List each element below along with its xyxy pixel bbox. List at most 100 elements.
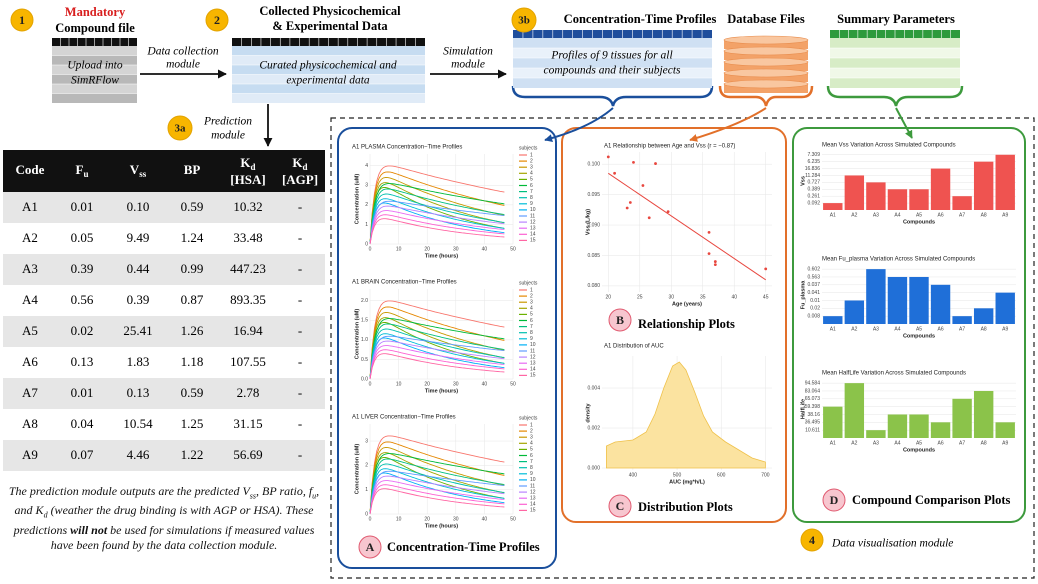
profile-curve xyxy=(369,345,505,380)
plot-title: A1 BRAIN Concentration−Time Profiles xyxy=(352,280,457,286)
x-tick-label: 45 xyxy=(763,294,769,300)
step-title: Database Files xyxy=(727,12,805,26)
y-tick-label: 0.000 xyxy=(587,465,600,471)
header-main: Code xyxy=(16,162,45,177)
y-tick-label: 2 xyxy=(365,463,368,469)
profile-curve xyxy=(369,300,505,380)
y-tick-label: 0.389 xyxy=(807,187,820,193)
table-cell: 0.04 xyxy=(71,416,94,431)
bar xyxy=(887,189,908,210)
badge-label: 3b xyxy=(518,15,530,27)
icon-row xyxy=(52,93,137,103)
table-cell: A1 xyxy=(22,199,38,214)
icon-row xyxy=(830,48,960,58)
table-row xyxy=(3,192,325,223)
y-tick-label: 0.002 xyxy=(587,425,600,431)
table-cell: A8 xyxy=(22,416,38,431)
plot-title: A1 Distribution of AUC xyxy=(604,344,664,350)
x-tick-label: A8 xyxy=(981,326,987,332)
box-text: Profiles of 9 tissues for all xyxy=(550,50,672,62)
arrow-label: module xyxy=(166,59,200,71)
x-tick-label: 20 xyxy=(606,294,612,300)
y-tick-label: 11.284 xyxy=(805,173,820,179)
arrow-label: Simulation xyxy=(443,46,493,58)
table-cell: 9.49 xyxy=(127,230,150,245)
badge-label: B xyxy=(616,313,624,327)
x-tick-label: 10 xyxy=(396,246,402,252)
x-tick-label: A7 xyxy=(959,440,965,446)
plot-title: Mean HalfLife Variation Across Simulated… xyxy=(822,371,966,377)
table-header-cell: BP xyxy=(184,162,201,177)
scatter-point xyxy=(666,210,670,214)
profile-curve xyxy=(369,353,505,380)
plot-panel xyxy=(602,152,772,292)
scatter-point xyxy=(713,260,717,263)
panel-label: Distribution Plots xyxy=(638,500,733,514)
profile-curve xyxy=(369,470,505,515)
table-cell: 447.23 xyxy=(230,261,266,276)
db-disc-top xyxy=(723,68,809,78)
header-sub: ss xyxy=(139,169,147,179)
legend-label: 15 xyxy=(530,373,536,379)
profile-curve xyxy=(369,165,505,245)
plot-title: A1 PLASMA Concentration−Time Profiles xyxy=(352,145,462,151)
y-axis-label: HalfLife xyxy=(800,399,806,419)
y-tick-label: 2.0 xyxy=(361,298,368,304)
scatter-point xyxy=(707,230,711,234)
bar xyxy=(909,276,929,324)
box-text: Curated physicochemical and xyxy=(259,60,397,72)
bracket xyxy=(511,85,714,107)
y-tick-label: 36.495 xyxy=(805,420,821,426)
bar xyxy=(995,422,1015,438)
x-tick-label: 40 xyxy=(482,516,488,522)
table-row xyxy=(3,378,325,409)
x-tick-label: A9 xyxy=(1002,440,1008,446)
arrow-label: module xyxy=(451,59,485,71)
table-row xyxy=(3,409,325,440)
legend-label: 13 xyxy=(530,226,536,232)
x-axis-label: Compounds xyxy=(903,333,935,339)
scatter-point xyxy=(641,184,645,187)
badge xyxy=(800,528,824,552)
table-cell: 893.35 xyxy=(230,292,266,307)
icon-row xyxy=(830,78,960,88)
bar xyxy=(930,168,951,210)
legend-label: 11 xyxy=(530,213,535,219)
y-tick-label: 0 xyxy=(365,241,368,247)
icon-row xyxy=(513,78,712,88)
step-title: Concentration-Time Profiles xyxy=(564,12,717,26)
table-cell: - xyxy=(298,416,302,431)
caption-text: (weather the drug binding is with AGP or… xyxy=(13,503,314,537)
y-tick-label: 0.092 xyxy=(807,200,820,206)
icon-row xyxy=(52,74,137,84)
table-cell: 0.56 xyxy=(71,292,94,307)
step-title: & Experimental Data xyxy=(272,19,388,33)
y-tick-label: 6.235 xyxy=(807,159,820,165)
header-main: K xyxy=(240,155,251,170)
caption-sub: ss xyxy=(249,491,257,501)
table-cell: 25.41 xyxy=(123,323,152,338)
table-header-cell: [AGP] xyxy=(282,172,318,187)
legend-label: 8 xyxy=(530,195,533,201)
legend-label: 10 xyxy=(530,477,536,483)
x-tick-label: A4 xyxy=(894,326,900,332)
table-cell: 2.78 xyxy=(237,385,260,400)
table-cell: 4.46 xyxy=(127,447,150,462)
x-tick-label: 700 xyxy=(761,472,770,478)
y-tick-label: 1 xyxy=(365,487,368,493)
scatter-point xyxy=(764,267,768,271)
x-tick-label: 20 xyxy=(424,516,430,522)
profile-curve xyxy=(369,188,505,245)
y-tick-label: 0.602 xyxy=(807,266,820,272)
legend-label: 9 xyxy=(530,471,533,477)
x-tick-label: 40 xyxy=(482,246,488,252)
caption-text: , BP ratio, f xyxy=(256,484,313,498)
y-tick-label: 0.01 xyxy=(810,298,820,304)
x-tick-label: A2 xyxy=(851,326,857,332)
x-tick-label: 30 xyxy=(453,381,459,387)
legend-label: 2 xyxy=(530,428,533,434)
icon-row xyxy=(52,46,137,56)
table-header-cell: [HSA] xyxy=(230,172,265,187)
icon-row xyxy=(232,65,425,75)
